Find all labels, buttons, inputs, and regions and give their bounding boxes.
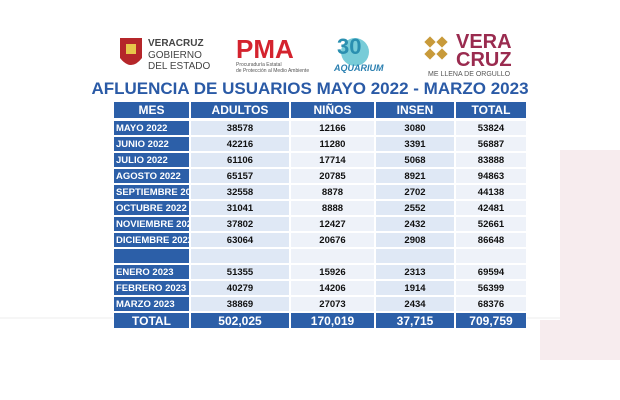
spacer-cell	[190, 248, 290, 264]
value-cell: 15926	[290, 264, 375, 280]
spacer-cell	[455, 248, 527, 264]
value-cell: 3391	[375, 136, 455, 152]
value-cell: 12166	[290, 120, 375, 136]
brand-line2: CRUZ	[456, 49, 512, 71]
value-cell: 2432	[375, 216, 455, 232]
title: AFLUENCIA DE USUARIOS MAYO 2022 - MARZO …	[91, 79, 529, 98]
value-cell: 1914	[375, 280, 455, 296]
value-cell: 2908	[375, 232, 455, 248]
column-header: INSEN	[375, 101, 455, 119]
value-cell: 20676	[290, 232, 375, 248]
value-cell: 8921	[375, 168, 455, 184]
month-cell: JUNIO 2022	[113, 136, 190, 152]
month-cell: ENERO 2023	[113, 264, 190, 280]
value-cell: 63064	[190, 232, 290, 248]
value-cell: 38578	[190, 120, 290, 136]
brand-pattern	[424, 36, 448, 60]
value-cell: 14206	[290, 280, 375, 296]
value-cell: 68376	[455, 296, 527, 312]
aquarium-icon	[341, 38, 369, 66]
month-cell: AGOSTO 2022	[113, 168, 190, 184]
column-header: TOTAL	[455, 101, 527, 119]
value-cell: 38869	[190, 296, 290, 312]
value-cell: 2313	[375, 264, 455, 280]
value-cell: 94863	[455, 168, 527, 184]
aquarium-name: AQUARIUM	[334, 63, 384, 73]
month-cell: MAYO 2022	[113, 120, 190, 136]
total-cell: 709,759	[455, 312, 527, 329]
value-cell: 11280	[290, 136, 375, 152]
value-cell: 56399	[455, 280, 527, 296]
value-cell: 32558	[190, 184, 290, 200]
pma-name: PMA	[236, 34, 294, 64]
column-header: ADULTOS	[190, 101, 290, 119]
shield-detail	[126, 44, 136, 54]
value-cell: 40279	[190, 280, 290, 296]
watermark	[540, 150, 620, 360]
value-cell: 12427	[290, 216, 375, 232]
value-cell: 2702	[375, 184, 455, 200]
month-cell: FEBRERO 2023	[113, 280, 190, 296]
value-cell: 61106	[190, 152, 290, 168]
month-cell: MARZO 2023	[113, 296, 190, 312]
value-cell: 27073	[290, 296, 375, 312]
column-header: NIÑOS	[290, 101, 375, 119]
value-cell: 8878	[290, 184, 375, 200]
value-cell: 3080	[375, 120, 455, 136]
total-cell: 37,715	[375, 312, 455, 329]
spacer-cell	[113, 248, 190, 264]
value-cell: 20785	[290, 168, 375, 184]
veracruz-line1: GOBIERNO	[148, 50, 202, 61]
total-cell: 170,019	[290, 312, 375, 329]
value-cell: 53824	[455, 120, 527, 136]
month-cell: SEPTIEMBRE 2022	[113, 184, 202, 200]
spacer-cell	[290, 248, 375, 264]
value-cell: 8888	[290, 200, 375, 216]
value-cell: 65157	[190, 168, 290, 184]
veracruz-name: VERACRUZ	[148, 38, 204, 49]
month-cell: NOVIEMBRE 2022	[113, 216, 197, 232]
aquarium-number: 30	[337, 34, 362, 59]
month-cell: JULIO 2022	[113, 152, 190, 168]
value-cell: 56887	[455, 136, 527, 152]
value-cell: 83888	[455, 152, 527, 168]
month-cell: DICIEMBRE 2022	[113, 232, 193, 248]
value-cell: 17714	[290, 152, 375, 168]
value-cell: 42216	[190, 136, 290, 152]
month-cell: OCTUBRE 2022	[113, 200, 190, 216]
pma-line2: de Protección al Medio Ambiente	[236, 68, 310, 74]
brand-line1: VERA	[456, 31, 512, 53]
table: MES ADULTOS NIÑOS INSEN TOTAL MAYO 2022 38578 1…	[113, 101, 527, 329]
total-cell: TOTAL	[113, 312, 190, 329]
value-cell: 42481	[455, 200, 527, 216]
value-cell: 44138	[455, 184, 527, 200]
value-cell: 2434	[375, 296, 455, 312]
value-cell: 86648	[455, 232, 527, 248]
veracruz-line2: DEL ESTADO	[148, 61, 211, 72]
spacer-cell	[375, 248, 455, 264]
value-cell: 5068	[375, 152, 455, 168]
value-cell: 37802	[190, 216, 290, 232]
total-cell: 502,025	[190, 312, 290, 329]
value-cell: 51355	[190, 264, 290, 280]
value-cell: 31041	[190, 200, 290, 216]
value-cell: 69594	[455, 264, 527, 280]
column-header: MES	[113, 101, 190, 119]
value-cell: 52661	[455, 216, 527, 232]
pma-line1: Procuraduría Estatal	[236, 62, 282, 68]
value-cell: 2552	[375, 200, 455, 216]
brand-tagline: ME LLENA DE ORGULLO	[428, 71, 511, 78]
